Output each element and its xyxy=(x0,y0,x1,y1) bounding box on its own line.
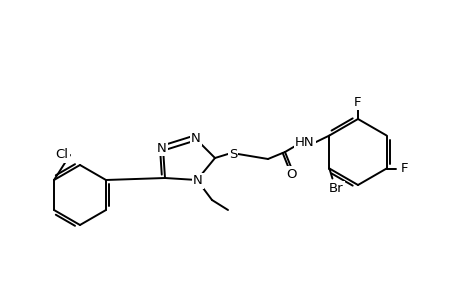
Text: N: N xyxy=(157,142,167,154)
Text: N: N xyxy=(190,131,201,145)
Text: S: S xyxy=(228,148,237,160)
Text: O: O xyxy=(286,167,297,181)
Text: HN: HN xyxy=(295,136,314,149)
Text: Br: Br xyxy=(328,182,343,195)
Text: Cl: Cl xyxy=(56,148,68,161)
Text: F: F xyxy=(400,162,408,175)
Text: F: F xyxy=(353,95,361,109)
Text: N: N xyxy=(193,175,202,188)
